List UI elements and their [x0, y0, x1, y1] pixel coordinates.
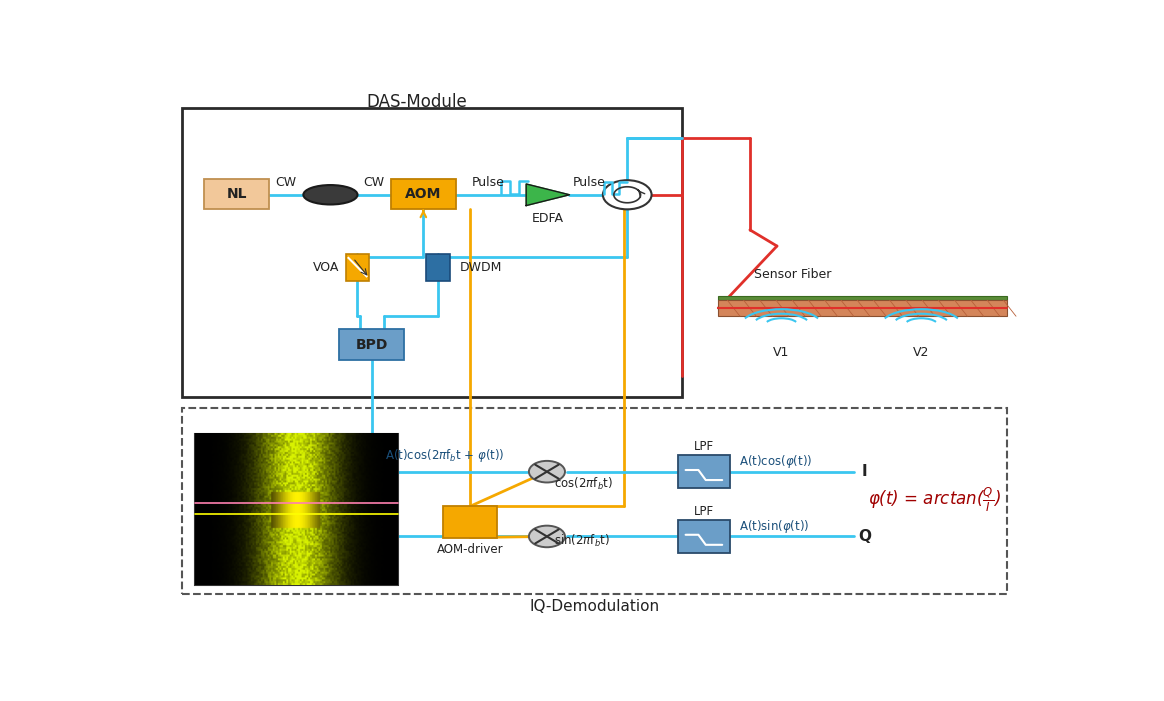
Text: LPF: LPF [694, 440, 714, 453]
Circle shape [603, 180, 652, 210]
Text: A(t)cos(2$\pi$f$_b$t + $\varphi$(t)): A(t)cos(2$\pi$f$_b$t + $\varphi$(t)) [385, 447, 505, 464]
Text: BPD: BPD [356, 338, 388, 352]
Bar [443, 506, 497, 538]
Text: Pulse: Pulse [473, 177, 505, 189]
Bar [204, 179, 269, 210]
Text: VOA: VOA [313, 261, 339, 273]
Bar [182, 109, 682, 397]
Text: I: I [861, 464, 867, 479]
Text: LPF: LPF [694, 505, 714, 517]
Text: CW: CW [276, 177, 297, 189]
Text: EDFA: EDFA [532, 212, 563, 225]
Bar [677, 519, 730, 553]
Bar [346, 254, 369, 280]
Bar [718, 296, 1007, 300]
Text: $\varphi$(t) = arctan($\frac{Q}{I}$): $\varphi$(t) = arctan($\frac{Q}{I}$) [868, 485, 1001, 514]
Bar [391, 179, 456, 210]
Text: Q: Q [858, 529, 871, 544]
Text: sin(2$\pi$f$_b$t): sin(2$\pi$f$_b$t) [554, 533, 610, 550]
Text: A(t)cos($\varphi$(t)): A(t)cos($\varphi$(t)) [739, 454, 812, 470]
Text: IQ-Demodulation: IQ-Demodulation [530, 599, 659, 613]
Bar [182, 408, 1007, 594]
Text: cos(2$\pi$f$_b$t): cos(2$\pi$f$_b$t) [554, 475, 613, 491]
Circle shape [528, 461, 565, 482]
Bar [426, 254, 449, 280]
Bar [196, 434, 398, 585]
Text: DWDM: DWDM [460, 261, 503, 273]
Circle shape [528, 526, 565, 547]
Bar [718, 300, 1007, 316]
Text: CW: CW [363, 177, 385, 189]
Polygon shape [526, 184, 569, 205]
Text: AOM: AOM [405, 187, 441, 201]
Text: NL: NL [226, 187, 247, 201]
Text: Pulse: Pulse [573, 177, 606, 189]
Bar [677, 455, 730, 489]
Bar [340, 329, 404, 360]
Text: AOM-driver: AOM-driver [436, 543, 504, 556]
Text: A(t)sin($\varphi$(t)): A(t)sin($\varphi$(t)) [739, 518, 809, 536]
Text: DAS-Module: DAS-Module [367, 93, 467, 111]
Text: V1: V1 [773, 346, 789, 360]
Ellipse shape [304, 185, 357, 205]
Text: Sensor Fiber: Sensor Fiber [754, 268, 832, 280]
Text: V2: V2 [913, 346, 930, 360]
